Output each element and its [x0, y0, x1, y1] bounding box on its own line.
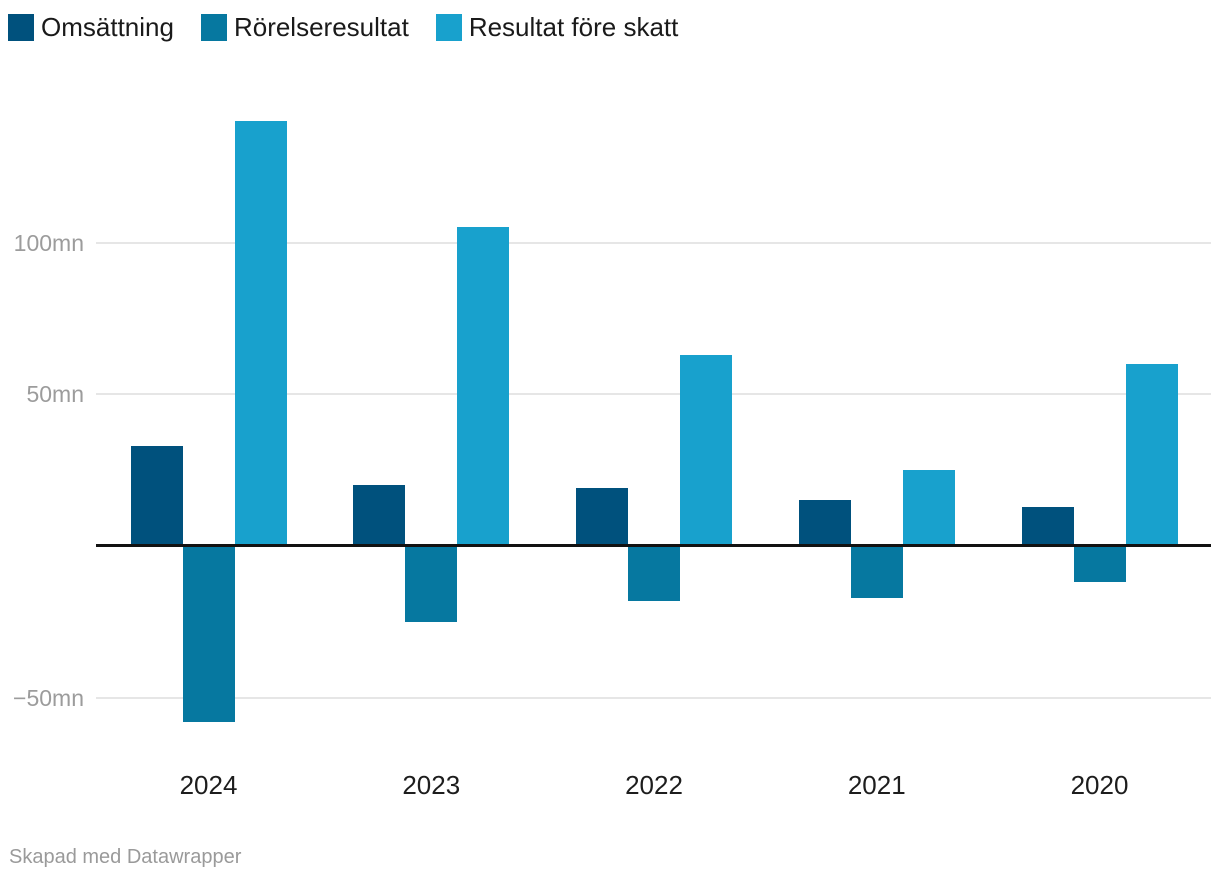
y-tick-label: 100mn [13, 229, 84, 256]
legend-item-label: Omsättning [41, 12, 174, 42]
x-axis-label: 2023 [402, 770, 461, 800]
x-axis-label: 2024 [179, 770, 238, 800]
legend-swatch-icon [435, 14, 462, 41]
bar-2023-oms-ttning[interactable] [353, 485, 406, 546]
bar-2021-oms-ttning[interactable] [798, 500, 851, 546]
y-tick-label: −50mn [13, 684, 84, 711]
legend-item-label: Resultat före skatt [468, 12, 679, 42]
bar-2021-r-relseresultat[interactable] [850, 546, 903, 598]
bar-2022-oms-ttning[interactable] [576, 488, 628, 546]
legend-swatch-icon [8, 14, 34, 41]
bar-2020-resultat-f-re-skatt[interactable] [1125, 363, 1178, 546]
bar-2020-r-relseresultat[interactable] [1073, 546, 1126, 583]
x-axis-label: 2022 [625, 770, 683, 800]
bar-2022-r-relseresultat[interactable] [628, 546, 680, 601]
x-axis-label: 2021 [847, 770, 906, 800]
credit-text: Skapad med Datawrapper [9, 846, 242, 868]
bar-2022-resultat-f-re-skatt[interactable] [680, 354, 732, 546]
x-axis-label: 2020 [1070, 770, 1129, 800]
bar-2024-resultat-f-re-skatt[interactable] [234, 121, 287, 546]
zero-baseline [96, 544, 1211, 547]
bar-2024-r-relseresultat[interactable] [182, 546, 235, 722]
bar-2023-resultat-f-re-skatt[interactable] [457, 227, 510, 546]
bar-2020-oms-ttning[interactable] [1021, 506, 1074, 546]
y-gridline [96, 393, 1211, 396]
legend-item: Rörelseresultat [200, 12, 409, 42]
y-gridline [96, 241, 1211, 244]
y-tick-label: 50mn [26, 381, 84, 408]
legend-item-label: Rörelseresultat [233, 12, 409, 42]
y-gridline [96, 696, 1211, 699]
legend: Omsättning Rörelseresultat Resultat före s… [8, 14, 678, 41]
legend-swatch-icon [200, 14, 227, 41]
legend-item: Resultat före skatt [435, 12, 679, 42]
bar-2024-oms-ttning[interactable] [130, 445, 183, 546]
bar-2021-resultat-f-re-skatt[interactable] [902, 470, 955, 546]
bar-2023-r-relseresultat[interactable] [405, 546, 458, 622]
legend-item: Omsättning [8, 14, 174, 41]
